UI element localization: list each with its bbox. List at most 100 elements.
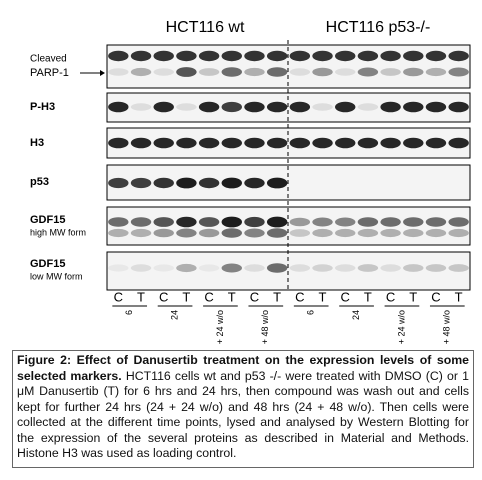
band xyxy=(448,101,469,113)
band xyxy=(176,50,197,62)
lane-label: C xyxy=(250,289,259,304)
band xyxy=(266,67,288,77)
band xyxy=(425,137,447,149)
band xyxy=(221,216,242,228)
band xyxy=(312,217,333,227)
band xyxy=(357,264,379,272)
band xyxy=(425,264,447,272)
band xyxy=(357,67,379,77)
band xyxy=(266,101,288,113)
band xyxy=(312,264,333,272)
band xyxy=(380,217,401,227)
band xyxy=(425,217,447,227)
band xyxy=(312,67,333,77)
band xyxy=(289,137,311,149)
band xyxy=(244,101,265,113)
band xyxy=(357,50,379,62)
band xyxy=(108,264,129,272)
band xyxy=(176,263,197,273)
band xyxy=(244,137,265,149)
group-label: HCT116 wt xyxy=(166,19,245,36)
band xyxy=(244,50,265,62)
band xyxy=(221,101,242,113)
band xyxy=(153,177,174,189)
band xyxy=(130,264,152,272)
band xyxy=(335,264,356,272)
row-label: p53 xyxy=(30,176,49,188)
band xyxy=(357,217,379,227)
band xyxy=(176,216,197,228)
band xyxy=(289,50,311,62)
band xyxy=(448,50,469,62)
band xyxy=(312,137,333,149)
band xyxy=(108,101,129,113)
caption-title: Figure 2: Effect of Danusertib treatment… xyxy=(17,353,469,383)
band xyxy=(130,103,152,111)
band xyxy=(153,101,174,113)
band xyxy=(198,228,220,238)
band xyxy=(335,50,356,62)
band xyxy=(244,264,265,272)
row-label: PARP-1 xyxy=(30,67,69,79)
band xyxy=(198,177,220,189)
band xyxy=(380,50,401,62)
band xyxy=(130,137,152,149)
band xyxy=(403,264,424,272)
lane-label: C xyxy=(159,289,168,304)
band xyxy=(312,103,333,111)
row-label: P-H3 xyxy=(30,101,55,113)
caption-text: HCT116 cells wt and p53 -/- were treated… xyxy=(17,368,469,461)
lane-label: C xyxy=(431,289,440,304)
time-label: 24 + 48 w/o xyxy=(442,310,452,345)
band xyxy=(448,228,469,238)
row-label: GDF15 xyxy=(30,214,65,226)
band xyxy=(153,68,174,76)
lane-label: T xyxy=(273,289,281,304)
band xyxy=(244,228,265,238)
lane-label: T xyxy=(319,289,327,304)
band xyxy=(153,137,174,149)
time-label: 24 xyxy=(351,310,361,320)
band xyxy=(403,228,424,238)
band xyxy=(130,228,152,238)
arrow-head xyxy=(100,70,105,76)
band xyxy=(244,177,265,189)
time-label: 24 + 24 w/o xyxy=(215,310,225,345)
band xyxy=(403,101,424,113)
band xyxy=(403,217,424,227)
band xyxy=(380,101,401,113)
band xyxy=(221,50,242,62)
row-label: Cleaved xyxy=(30,54,67,65)
lane-label: T xyxy=(182,289,190,304)
band xyxy=(289,101,311,113)
caption: Figure 2: Effect of Danusertib treatment… xyxy=(12,350,474,468)
band xyxy=(221,177,242,189)
band xyxy=(380,228,401,238)
group-label: HCT116 p53-/- xyxy=(326,19,431,36)
lane-label: C xyxy=(114,289,123,304)
band xyxy=(108,217,129,227)
time-label: 24 + 48 w/o xyxy=(260,310,270,345)
band xyxy=(266,228,288,238)
band xyxy=(403,50,424,62)
band xyxy=(289,264,311,272)
band xyxy=(108,228,129,238)
band xyxy=(380,264,401,272)
band xyxy=(289,68,311,76)
band xyxy=(153,50,174,62)
band xyxy=(266,177,288,189)
row-label: H3 xyxy=(30,137,44,149)
band xyxy=(266,50,288,62)
band xyxy=(266,263,288,273)
band xyxy=(198,101,220,113)
band xyxy=(244,67,265,77)
band xyxy=(130,177,152,189)
band xyxy=(176,67,197,77)
band xyxy=(357,103,379,111)
band xyxy=(198,50,220,62)
band xyxy=(108,177,129,189)
band xyxy=(289,229,311,237)
lane-label: T xyxy=(455,289,463,304)
band xyxy=(425,50,447,62)
lane-label: C xyxy=(386,289,395,304)
